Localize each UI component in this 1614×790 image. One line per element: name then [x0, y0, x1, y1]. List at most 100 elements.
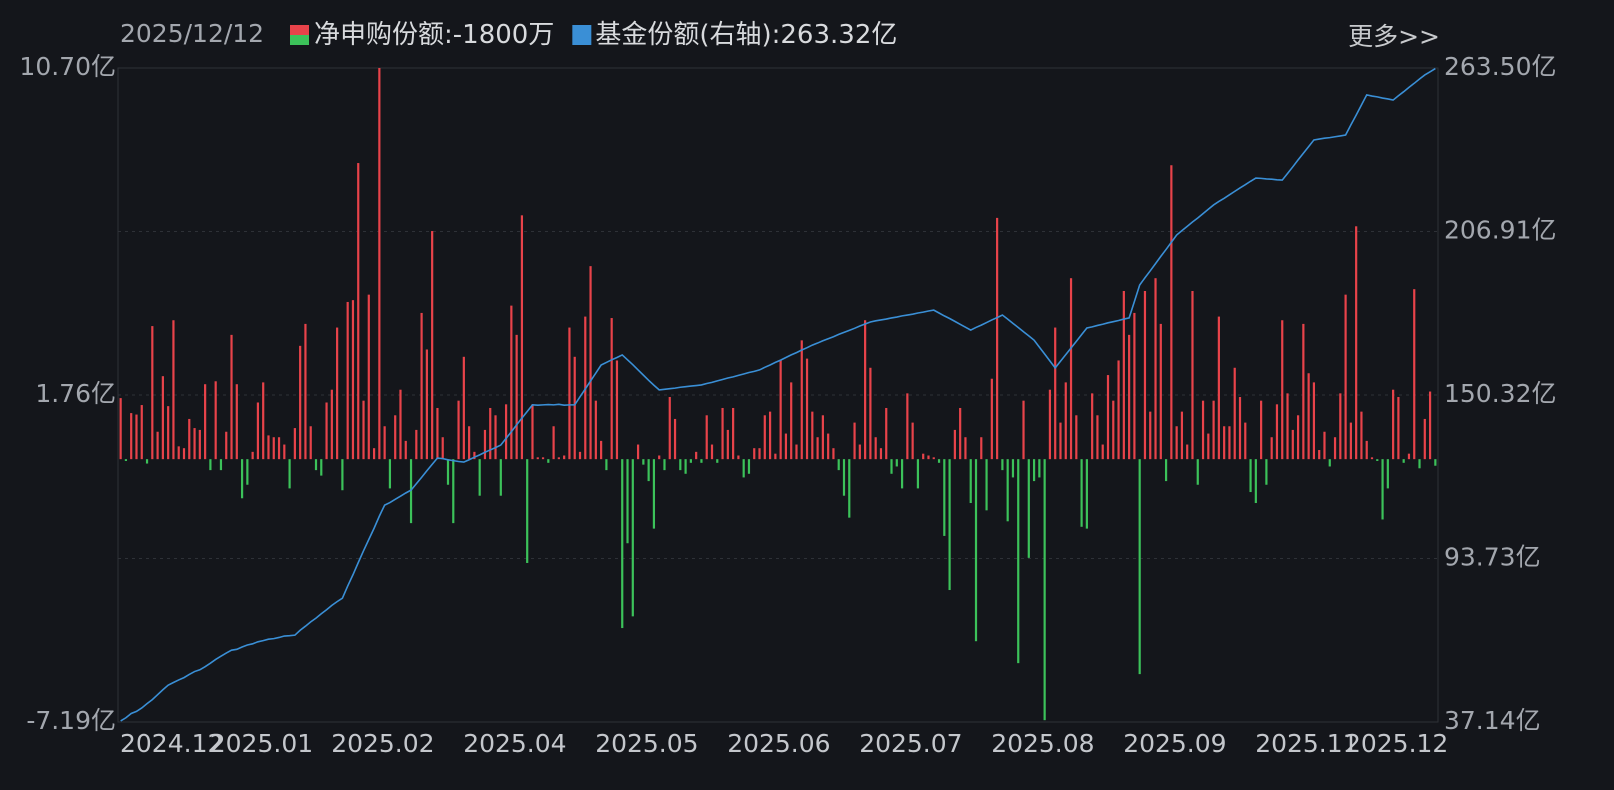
bar — [594, 400, 597, 460]
bar — [145, 459, 149, 464]
bar — [314, 459, 318, 471]
more-link[interactable]: 更多>> — [1348, 22, 1440, 51]
bar — [336, 327, 339, 460]
bar — [874, 437, 877, 460]
bar — [541, 457, 545, 460]
bar — [885, 407, 888, 460]
bar — [568, 327, 571, 460]
bar — [167, 406, 170, 460]
bar — [800, 340, 803, 460]
bar — [1128, 334, 1131, 460]
bar — [716, 459, 719, 463]
bar — [457, 400, 460, 460]
bar — [415, 429, 418, 460]
bar — [526, 459, 529, 563]
bar — [1418, 459, 1421, 469]
bar — [1265, 459, 1268, 485]
bar — [1296, 415, 1300, 460]
bar — [631, 459, 634, 617]
legend-entry: 基金份额(右轴):263.32亿 — [595, 20, 897, 50]
bar — [1349, 422, 1352, 460]
bar — [974, 459, 978, 642]
legend-entry: 净申购份额:-1800万 — [314, 20, 554, 50]
bar — [821, 415, 824, 460]
bar — [816, 437, 819, 460]
bar — [779, 360, 782, 460]
bar — [124, 459, 128, 461]
bar — [204, 384, 207, 460]
bar — [1333, 437, 1337, 460]
bar — [689, 459, 692, 463]
bar — [151, 326, 154, 460]
bar — [1154, 278, 1157, 460]
bar — [621, 459, 624, 629]
legend-swatch-pos — [290, 25, 309, 35]
bar — [320, 459, 323, 476]
bar — [1059, 422, 1062, 460]
bar — [1122, 290, 1125, 460]
bar — [684, 459, 687, 474]
bar — [1370, 457, 1374, 460]
bar — [161, 376, 164, 460]
x-tick-label: 2025.06 — [727, 729, 830, 758]
bar — [536, 457, 539, 460]
bar — [985, 459, 988, 511]
bar — [1101, 444, 1104, 460]
bar — [130, 413, 133, 460]
y-tick-label: -7.19亿 — [26, 706, 116, 735]
bar — [1138, 459, 1141, 675]
bar — [119, 398, 122, 460]
line — [120, 67, 1436, 722]
bar — [996, 217, 999, 460]
bar — [383, 426, 386, 460]
y2-tick-label: 37.14亿 — [1444, 706, 1541, 735]
bar — [980, 437, 983, 460]
bar — [441, 437, 444, 460]
bar — [510, 305, 513, 460]
bar — [172, 320, 175, 460]
y2-tick-label: 263.50亿 — [1444, 52, 1556, 81]
bar — [1428, 391, 1432, 460]
x-tick-label: 2025.08 — [991, 729, 1094, 758]
bar — [1275, 404, 1279, 460]
bar — [214, 381, 217, 460]
bar — [1281, 320, 1284, 460]
bar — [1323, 431, 1326, 460]
bar — [188, 418, 191, 460]
bar — [293, 428, 296, 460]
bar — [737, 455, 740, 460]
bar — [1291, 429, 1294, 460]
bar — [1133, 312, 1136, 460]
bar — [937, 459, 941, 463]
x-tick-label: 2025.02 — [331, 729, 434, 758]
bar — [1328, 459, 1331, 467]
bar — [842, 459, 846, 496]
bar — [1022, 400, 1025, 460]
bar — [1207, 433, 1210, 460]
bar — [552, 426, 555, 460]
bar — [452, 459, 455, 524]
bar — [1117, 360, 1120, 460]
bar — [1112, 400, 1115, 460]
bar — [547, 459, 550, 463]
bar — [1011, 459, 1015, 478]
bar — [1196, 459, 1199, 485]
y2-tick-label: 93.73亿 — [1444, 543, 1541, 572]
bar — [784, 433, 788, 460]
bar — [531, 404, 534, 460]
bar — [895, 459, 898, 467]
bar — [832, 448, 835, 460]
bar — [504, 404, 508, 460]
bar — [943, 459, 946, 536]
bar — [626, 459, 629, 544]
bar — [1238, 397, 1242, 460]
date-label: 2025/12/12 — [120, 19, 264, 48]
bar — [1223, 426, 1226, 460]
bar — [299, 345, 302, 460]
bar — [351, 300, 355, 460]
bar — [695, 451, 698, 460]
bar — [1302, 323, 1305, 460]
bar — [304, 323, 307, 460]
bar — [515, 334, 518, 460]
